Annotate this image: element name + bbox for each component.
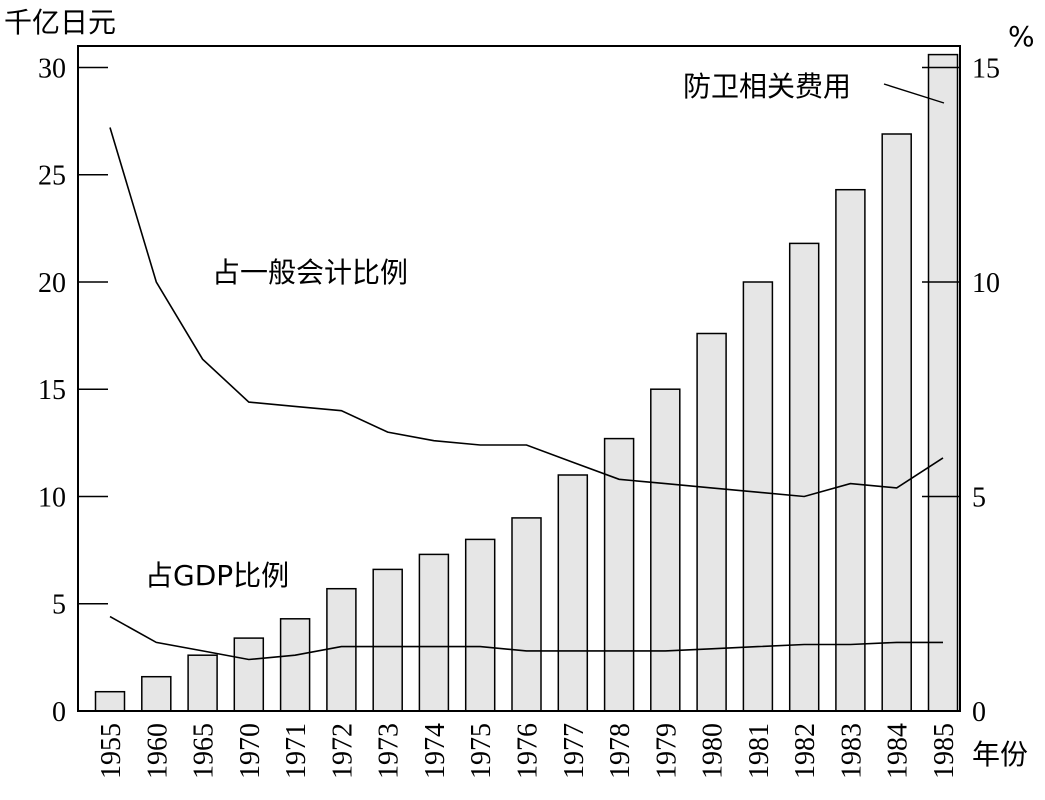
x-tick-label-1978: 1978 [605, 723, 636, 779]
x-axis-label: 年份 [972, 738, 1028, 771]
x-tick-label-1981: 1981 [744, 723, 775, 779]
x-tick-label-1974: 1974 [420, 723, 451, 779]
bar-1955 [94, 690, 126, 712]
x-tick-label-1982: 1982 [790, 723, 821, 779]
bar-1983 [835, 188, 866, 712]
bar-1975 [464, 538, 496, 712]
bar-1965 [187, 654, 218, 712]
bar-1980 [696, 332, 727, 712]
x-tick-label-1976: 1976 [513, 723, 544, 779]
labels-layer: 千亿日元 % 年份 防卫相关费用 占一般会计比例 占GDP比例 [4, 6, 1035, 771]
x-tick-label-1973: 1973 [374, 723, 405, 779]
bar-1977 [557, 474, 589, 712]
x-tick-label-1970: 1970 [235, 723, 266, 779]
left-tick-label-25: 25 [38, 161, 66, 192]
left-tick-label-20: 20 [38, 268, 66, 299]
left-axis-unit: 千亿日元 [4, 6, 116, 39]
bar-1978 [603, 437, 635, 712]
x-tick-label-1984: 1984 [883, 723, 914, 779]
bars-layer [94, 53, 959, 712]
bar-1972 [326, 587, 357, 712]
x-tick-label-1972: 1972 [327, 723, 358, 779]
bar-1973 [372, 568, 403, 712]
x-tick-label-1975: 1975 [466, 723, 497, 779]
bar-1971 [279, 618, 311, 712]
left-tick-label-5: 5 [52, 590, 66, 621]
right-axis-unit: % [1008, 20, 1035, 53]
x-tick-label-1960: 1960 [142, 723, 173, 779]
axes-layer [77, 45, 961, 712]
annotation-defense-cost-leader [883, 83, 945, 104]
line-series-1 [109, 615, 943, 661]
x-tick-label-1985: 1985 [929, 723, 960, 779]
x-tick-label-1979: 1979 [651, 723, 682, 779]
bar-1984 [881, 133, 912, 712]
bar-1979 [650, 388, 681, 712]
right-tick-label-10: 10 [972, 268, 1000, 299]
bar-1970 [233, 637, 265, 712]
x-tick-label-1977: 1977 [559, 723, 590, 779]
x-tick-label-1955: 1955 [96, 723, 127, 779]
right-tick-label-0: 0 [972, 697, 986, 728]
ticks-layer: 0 5 10 15 20 25 30 0 5 10 15 1955 1960 1965 1970 1971 19… [38, 53, 1000, 779]
bar-1985 [927, 53, 959, 712]
annotation-defense-cost: 防卫相关费用 [683, 70, 851, 103]
left-tick-label-0: 0 [52, 697, 66, 728]
annotation-general-account-ratio: 占一般会计比例 [212, 256, 408, 289]
line-series-0 [109, 127, 944, 498]
right-tick-label-15: 15 [972, 53, 1000, 84]
left-tick-label-10: 10 [38, 482, 66, 513]
x-tick-label-1980: 1980 [698, 723, 729, 779]
right-tick-label-5: 5 [972, 482, 986, 513]
left-tick-label-15: 15 [38, 375, 66, 406]
annotation-gdp-ratio: 占GDP比例 [145, 559, 289, 592]
x-tick-label-1965: 1965 [189, 723, 220, 779]
bar-1976 [511, 517, 542, 712]
plot-frame [77, 45, 961, 712]
lines-layer [109, 127, 944, 661]
bar-1974 [418, 553, 450, 712]
x-tick-label-1971: 1971 [281, 723, 312, 779]
left-tick-label-30: 30 [38, 53, 66, 84]
bar-1982 [788, 242, 820, 712]
bar-1981 [742, 281, 774, 712]
x-tick-label-1983: 1983 [836, 723, 867, 779]
bar-1960 [141, 675, 172, 712]
